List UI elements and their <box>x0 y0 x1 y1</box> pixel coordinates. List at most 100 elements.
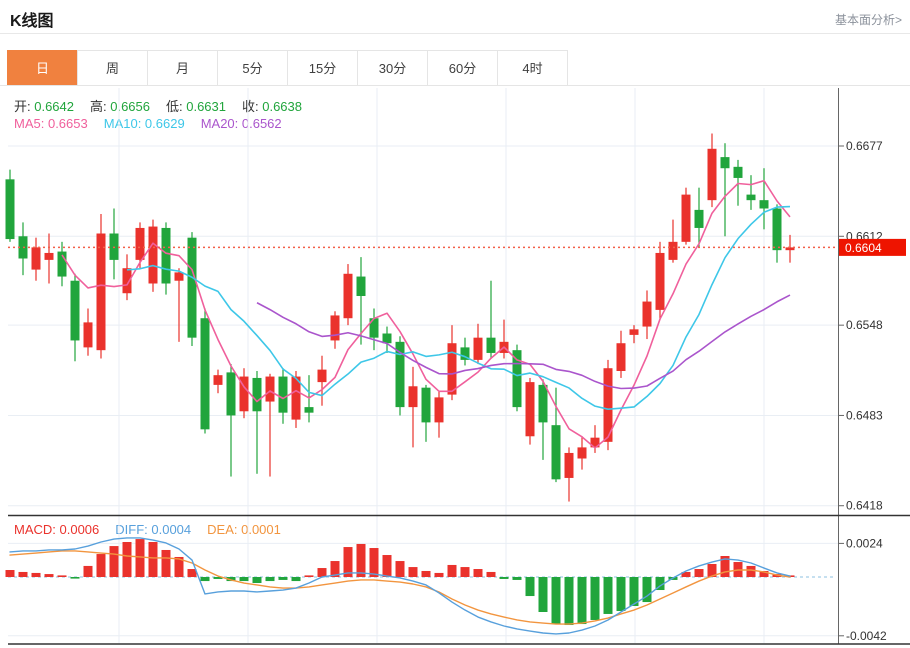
tab-30分[interactable]: 30分 <box>357 50 428 86</box>
macd-bar <box>707 563 717 577</box>
macd-bar <box>31 572 41 577</box>
macd-bar <box>681 571 691 577</box>
macd-bar <box>655 577 665 591</box>
candle-body <box>681 194 691 242</box>
macd-bar <box>148 542 158 577</box>
candle-body <box>759 200 769 209</box>
candle-body <box>31 247 41 270</box>
candle-body <box>356 276 366 296</box>
tab-月[interactable]: 月 <box>147 50 218 86</box>
price-tick-label: 0.6418 <box>846 499 883 513</box>
candle-body <box>616 343 626 371</box>
candle-body <box>226 372 236 416</box>
current-price-tag <box>839 238 906 256</box>
candle-body <box>83 322 93 348</box>
macd-bar <box>109 546 119 577</box>
candle-body <box>707 148 717 201</box>
candle-body <box>239 376 249 412</box>
period-tab-bar: 日周月 5分 15分 30分 60分 4时 <box>7 50 568 86</box>
macd-bar <box>499 577 509 579</box>
candle-body <box>720 157 730 169</box>
macd-bar <box>629 577 639 606</box>
candle-body <box>590 437 600 448</box>
candle-body <box>252 377 262 412</box>
candle-body <box>421 387 431 423</box>
candle-body <box>148 226 158 284</box>
candle-body <box>408 386 418 408</box>
candle-body <box>161 227 171 284</box>
macd-bar <box>369 548 379 577</box>
candle-body <box>512 350 522 408</box>
candle-body <box>642 301 652 327</box>
candle-body <box>343 273 353 319</box>
macd-bar <box>564 577 574 626</box>
macd-bar <box>551 577 561 625</box>
macd-bar <box>239 577 249 582</box>
ohlc-readout: 开: 0.6642 高: 0.6656 低: 0.6631 收: 0.6638 <box>14 96 318 115</box>
macd-bar <box>434 572 444 577</box>
macd-bar <box>512 577 522 580</box>
macd-bar <box>395 561 405 577</box>
candle-body <box>785 247 795 251</box>
macd-bar <box>252 577 262 584</box>
tab-日[interactable]: 日 <box>7 50 78 86</box>
price-tick-label: 0.6677 <box>846 139 883 153</box>
macd-bar <box>5 570 15 577</box>
macd-bar <box>70 577 80 579</box>
candle-body <box>447 343 457 395</box>
candle-body <box>213 375 223 385</box>
macd-row-item: DEA: 0.0001 <box>207 522 281 537</box>
candle-body <box>44 252 54 260</box>
macd-bar <box>83 565 93 577</box>
macd-bar <box>447 564 457 577</box>
macd-bar <box>330 561 340 577</box>
candle-body <box>291 376 301 420</box>
tab-周[interactable]: 周 <box>77 50 148 86</box>
candle-body <box>460 347 470 360</box>
macd-bar <box>343 547 353 577</box>
macd-bar <box>96 554 106 577</box>
macd-bar <box>694 569 704 577</box>
tab-15分[interactable]: 15分 <box>287 50 358 86</box>
tab-4时[interactable]: 4时 <box>497 50 568 86</box>
macd-bar <box>57 575 67 577</box>
macd-bar <box>265 577 275 582</box>
candle-body <box>122 268 132 294</box>
macd-tick-label: -0.0042 <box>846 629 887 643</box>
tab-60分[interactable]: 60分 <box>427 50 498 86</box>
candle-body <box>694 209 704 228</box>
ma-readout: MA5: 0.6653 MA10: 0.6629 MA20: 0.6562 <box>14 116 298 131</box>
macd-bar <box>174 556 184 577</box>
ohlc-row-item: 低: 0.6631 <box>166 99 226 114</box>
candle-body <box>629 329 639 335</box>
candle-body <box>772 208 782 251</box>
candle-body <box>538 384 548 423</box>
macd-bar <box>616 577 626 612</box>
candle-body <box>564 452 574 478</box>
candle-body <box>317 369 327 383</box>
macd-bar <box>135 539 145 577</box>
price-tick-label: 0.6548 <box>846 318 883 332</box>
tab-5分[interactable]: 5分 <box>217 50 288 86</box>
macd-bar <box>577 577 587 625</box>
ma-row-item: MA10: 0.6629 <box>103 116 185 131</box>
candle-body <box>382 333 392 344</box>
macd-bar <box>317 568 327 577</box>
ohlc-row-item: 收: 0.6638 <box>242 99 302 114</box>
macd-readout: MACD: 0.0006 DIFF: 0.0004 DEA: 0.0001 <box>14 522 297 537</box>
kline-chart[interactable]: 0.66770.66120.65480.64830.64180.0024-0.0… <box>0 86 910 648</box>
macd-bar <box>18 571 28 577</box>
macd-bar <box>213 577 223 579</box>
ma20-line <box>256 294 791 390</box>
macd-bar <box>460 567 470 577</box>
macd-bar <box>122 542 132 577</box>
macd-bar <box>746 565 756 577</box>
candle-body <box>369 318 379 338</box>
current-price-tag-label: 0.6604 <box>845 241 882 255</box>
macd-bar <box>603 577 613 614</box>
candle-body <box>96 233 106 351</box>
macd-bar <box>473 569 483 577</box>
fundamental-analysis-link[interactable]: 基本面分析> <box>834 13 902 27</box>
candle-body <box>395 341 405 408</box>
